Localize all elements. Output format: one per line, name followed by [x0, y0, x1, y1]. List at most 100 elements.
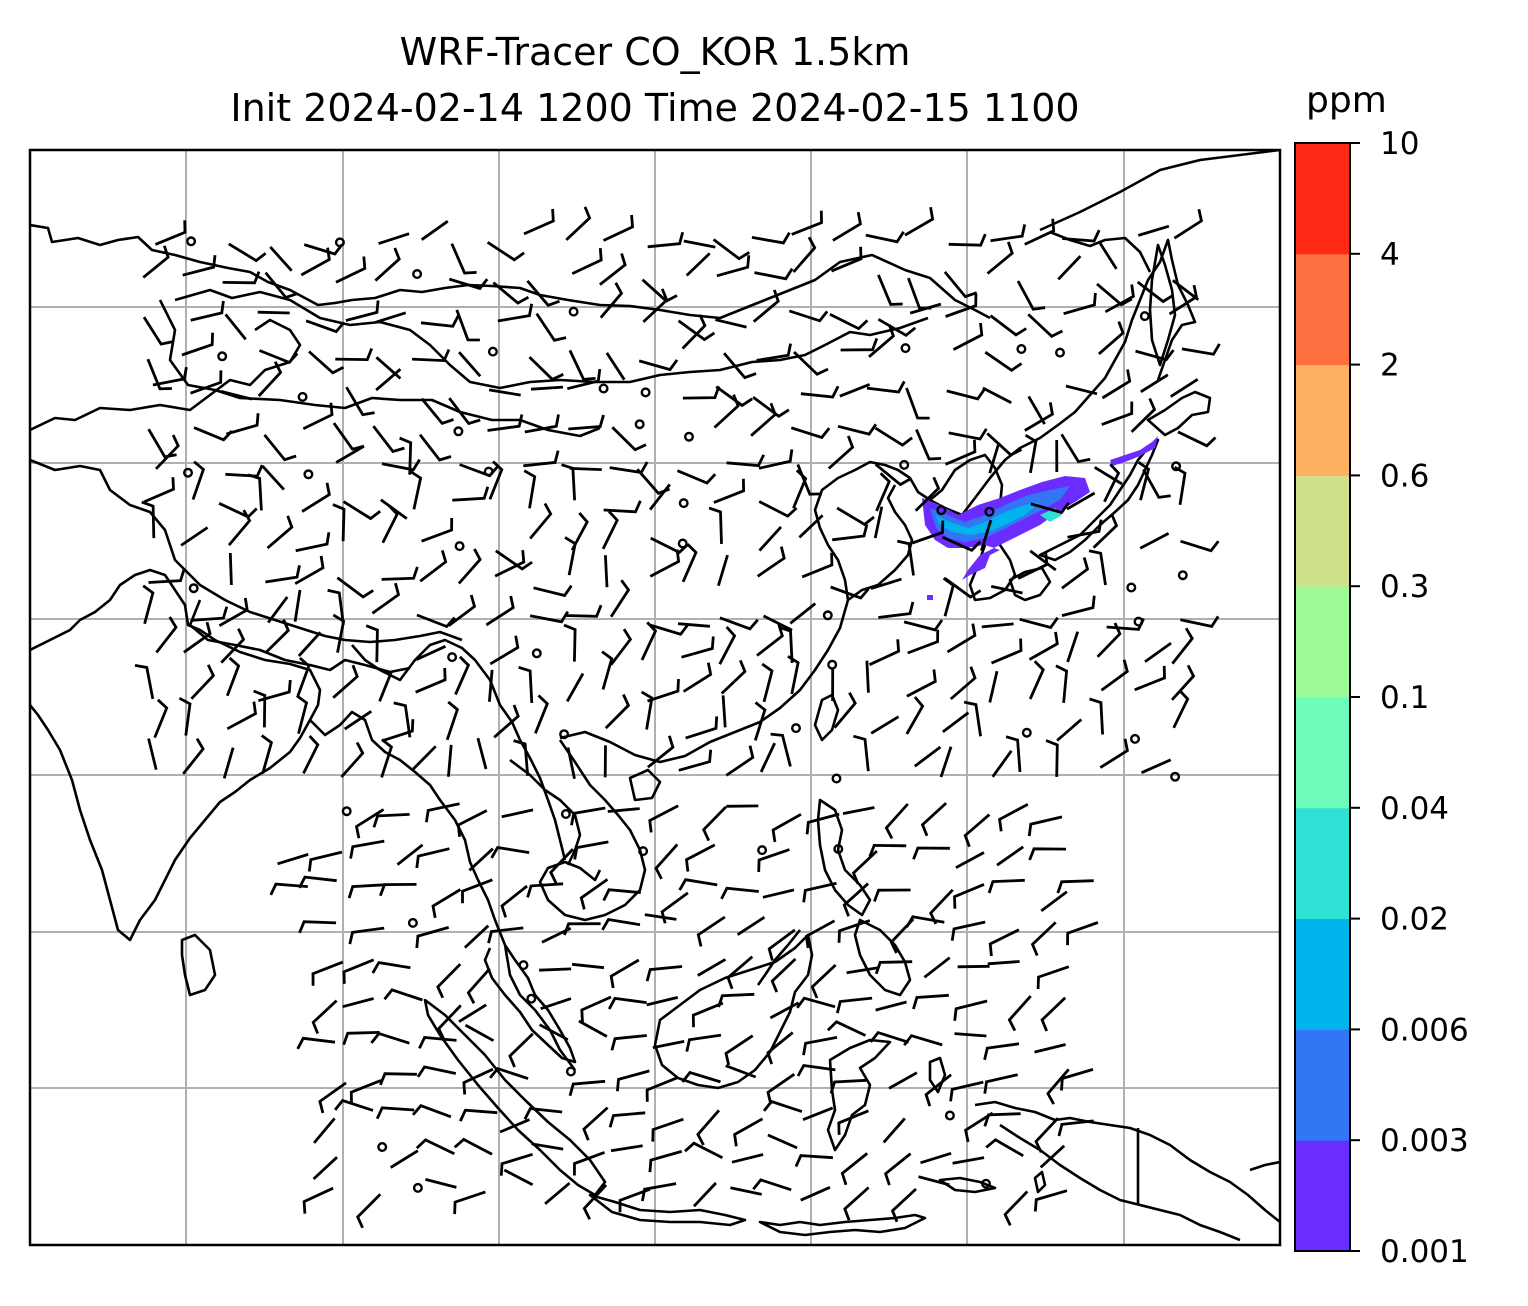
- calm-wind-circle: [678, 498, 689, 509]
- wind-barb: [984, 351, 1023, 372]
- wind-barb: [641, 1182, 677, 1202]
- wind-barb: [487, 414, 524, 432]
- wind-barb: [726, 955, 754, 990]
- wind-barb: [142, 316, 174, 346]
- wind-barb: [378, 671, 393, 702]
- wind-barb: [868, 324, 896, 358]
- wind-barb: [1056, 879, 1094, 894]
- wind-barb: [869, 1030, 910, 1044]
- wind-barb: [987, 960, 1020, 966]
- coast-philippines-luzon: [816, 798, 872, 917]
- calm-wind-circle: [182, 467, 193, 478]
- colorbar-tick-label: 0.3: [1380, 569, 1429, 605]
- wind-barb: [1096, 282, 1133, 307]
- wind-barb: [374, 311, 407, 324]
- wind-barb: [642, 288, 669, 323]
- wind-barb: [1097, 321, 1125, 355]
- wind-barb: [607, 996, 647, 1010]
- wind-barb: [641, 278, 678, 303]
- coast-borneo: [653, 933, 814, 1090]
- wind-barb: [684, 843, 716, 872]
- wind-barb: [1056, 718, 1083, 742]
- wind-barb: [147, 428, 177, 459]
- wind-barb: [396, 843, 424, 866]
- wind-barb: [837, 423, 878, 436]
- wind-barb: [530, 385, 564, 391]
- wind-barb: [1028, 660, 1045, 700]
- coast-malay: [483, 944, 577, 1064]
- wind-barb: [800, 1186, 831, 1202]
- wind-barb: [1139, 532, 1170, 550]
- wind-barb: [963, 813, 991, 848]
- wind-barb: [918, 1175, 950, 1187]
- wind-barb: [436, 963, 462, 999]
- wind-barb: [1104, 284, 1135, 314]
- wind-barb: [868, 843, 907, 858]
- wind-barb: [833, 692, 857, 729]
- wind-barb: [802, 881, 837, 903]
- wind-barb: [448, 397, 481, 426]
- wind-barb: [1096, 622, 1122, 658]
- wind-barb: [618, 1187, 651, 1213]
- border-central-asia: [30, 318, 302, 432]
- wind-barb: [983, 1042, 1020, 1061]
- wind-barb: [523, 208, 555, 236]
- wind-barb: [599, 282, 624, 319]
- wind-barb: [486, 241, 525, 262]
- wind-barb: [682, 385, 721, 400]
- wind-barb: [1016, 280, 1046, 311]
- calm-wind-circle: [297, 391, 308, 402]
- wind-barb: [191, 606, 229, 622]
- wind-barb: [989, 314, 1027, 337]
- wind-barb: [964, 1111, 994, 1143]
- wind-barb: [523, 469, 537, 509]
- wind-barb: [487, 926, 524, 944]
- wind-barb: [540, 997, 572, 1011]
- wind-barb: [489, 1066, 529, 1080]
- wind-barb: [1140, 758, 1172, 774]
- coast-timor: [938, 1176, 997, 1194]
- wind-barb: [685, 1033, 722, 1052]
- wind-barb: [646, 996, 679, 1007]
- wind-barb: [1029, 549, 1057, 572]
- wind-barb: [778, 625, 794, 663]
- wind-barb: [987, 878, 1025, 894]
- wind-barb: [450, 243, 477, 275]
- wind-barb: [963, 700, 982, 737]
- colorbar-tick-label: 4: [1380, 237, 1400, 273]
- wind-barb: [949, 666, 977, 701]
- wind-barb: [535, 312, 567, 342]
- wind-barb: [718, 625, 737, 665]
- wind-barb: [1180, 615, 1220, 628]
- wind-barb: [490, 845, 530, 859]
- calm-wind-circle: [936, 505, 947, 516]
- wind-barb: [715, 385, 753, 408]
- plume-speck: [927, 595, 933, 600]
- wind-barb: [347, 883, 385, 899]
- calm-wind-circle: [1129, 733, 1140, 744]
- wind-barb: [564, 536, 577, 576]
- wind-barb: [1057, 255, 1082, 281]
- wind-barb: [602, 214, 634, 242]
- wind-barb: [354, 808, 385, 839]
- wind-barb: [1181, 343, 1221, 356]
- wind-barb: [1007, 995, 1032, 1032]
- coast-sulawesi: [826, 1038, 892, 1152]
- wind-barb: [942, 577, 955, 617]
- wind-barb: [796, 1063, 836, 1077]
- wind-barb: [227, 509, 252, 547]
- wind-barb: [798, 514, 824, 539]
- wind-barb: [957, 964, 990, 969]
- wind-barb: [342, 958, 375, 984]
- coast-hokkaido: [1146, 390, 1212, 437]
- calm-wind-circle: [483, 466, 494, 477]
- wind-barb: [182, 255, 217, 277]
- wind-barb: [225, 656, 241, 697]
- wind-barb: [411, 1104, 452, 1119]
- wind-barb: [143, 477, 175, 504]
- wind-barb: [905, 915, 945, 928]
- wind-barb: [508, 1032, 534, 1068]
- wind-barb: [1134, 665, 1166, 692]
- wind-barb: [906, 669, 937, 698]
- wind-barb: [181, 332, 214, 357]
